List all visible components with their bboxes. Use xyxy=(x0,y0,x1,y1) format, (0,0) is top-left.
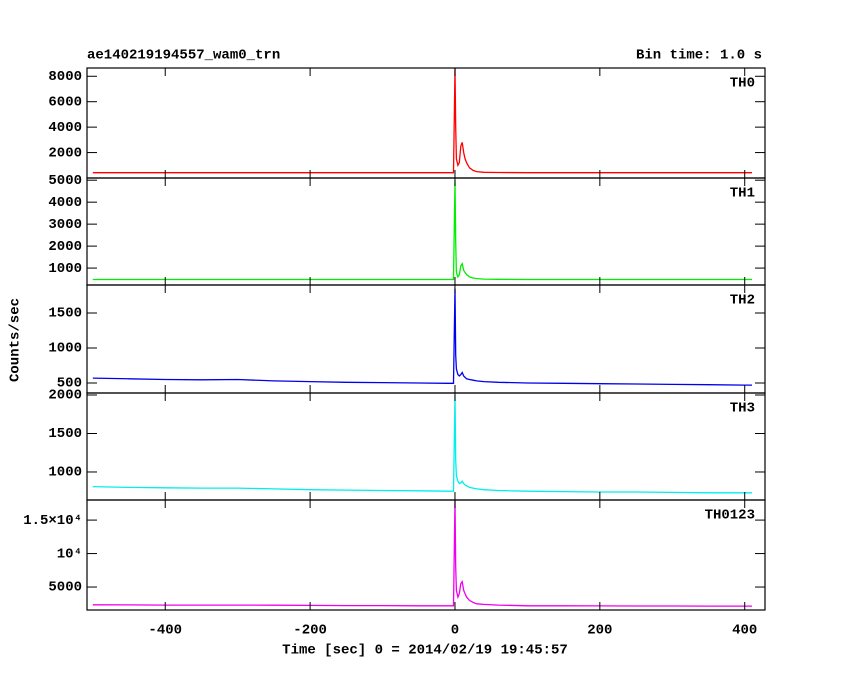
y-tick-label: 1000 xyxy=(48,341,82,357)
panel-frame xyxy=(86,392,766,501)
x-axis-label: Time [sec] 0 = 2014/02/19 19:45:57 xyxy=(282,643,568,659)
y-tick-label: 500 xyxy=(57,376,82,392)
y-tick-label: 2000 xyxy=(48,239,82,255)
y-tick-label: 3000 xyxy=(48,217,82,233)
y-tick-label: 6000 xyxy=(48,94,82,110)
bin-time: Bin time: 1.0 s xyxy=(636,48,762,64)
y-tick-label: 5000 xyxy=(48,580,82,596)
x-tick-label: 200 xyxy=(587,623,612,639)
y-tick-label: 5000 xyxy=(48,173,82,189)
y-tick-label: 1.5×10⁴ xyxy=(23,513,82,529)
y-tick-label: 1000 xyxy=(48,261,82,277)
panel-frame xyxy=(86,284,766,394)
y-tick-label: 4000 xyxy=(48,120,82,136)
panel-label: TH3 xyxy=(730,401,755,417)
light-curve xyxy=(92,288,752,386)
y-tick-label: 2000 xyxy=(48,145,82,161)
chart-title: ae140219194557_wam0_trn xyxy=(87,48,280,64)
light-curve xyxy=(92,68,752,174)
panel-frame xyxy=(86,499,766,611)
x-tick-label: -400 xyxy=(148,623,182,639)
y-axis-label: Counts/sec xyxy=(8,298,24,382)
y-tick-label: 1500 xyxy=(48,306,82,322)
y-tick-label: 1000 xyxy=(48,465,82,481)
panel-label: TH0 xyxy=(730,76,755,92)
light-curve xyxy=(92,394,752,494)
light-curve xyxy=(92,180,752,281)
panel-label: TH0123 xyxy=(705,508,755,524)
panel-label: TH1 xyxy=(730,186,755,202)
panel-frame xyxy=(86,67,766,179)
y-tick-label: 2000 xyxy=(48,388,82,404)
y-tick-label: 1500 xyxy=(48,426,82,442)
y-tick-label: 4000 xyxy=(48,195,82,211)
y-tick-label: 10⁴ xyxy=(57,546,82,562)
x-tick-label: 400 xyxy=(732,623,757,639)
panel-label: TH2 xyxy=(730,293,755,309)
x-tick-label: 0 xyxy=(451,623,459,639)
panel-frame xyxy=(86,177,766,286)
light-curve xyxy=(92,500,752,607)
x-tick-label: -200 xyxy=(293,623,327,639)
y-tick-label: 8000 xyxy=(48,69,82,85)
